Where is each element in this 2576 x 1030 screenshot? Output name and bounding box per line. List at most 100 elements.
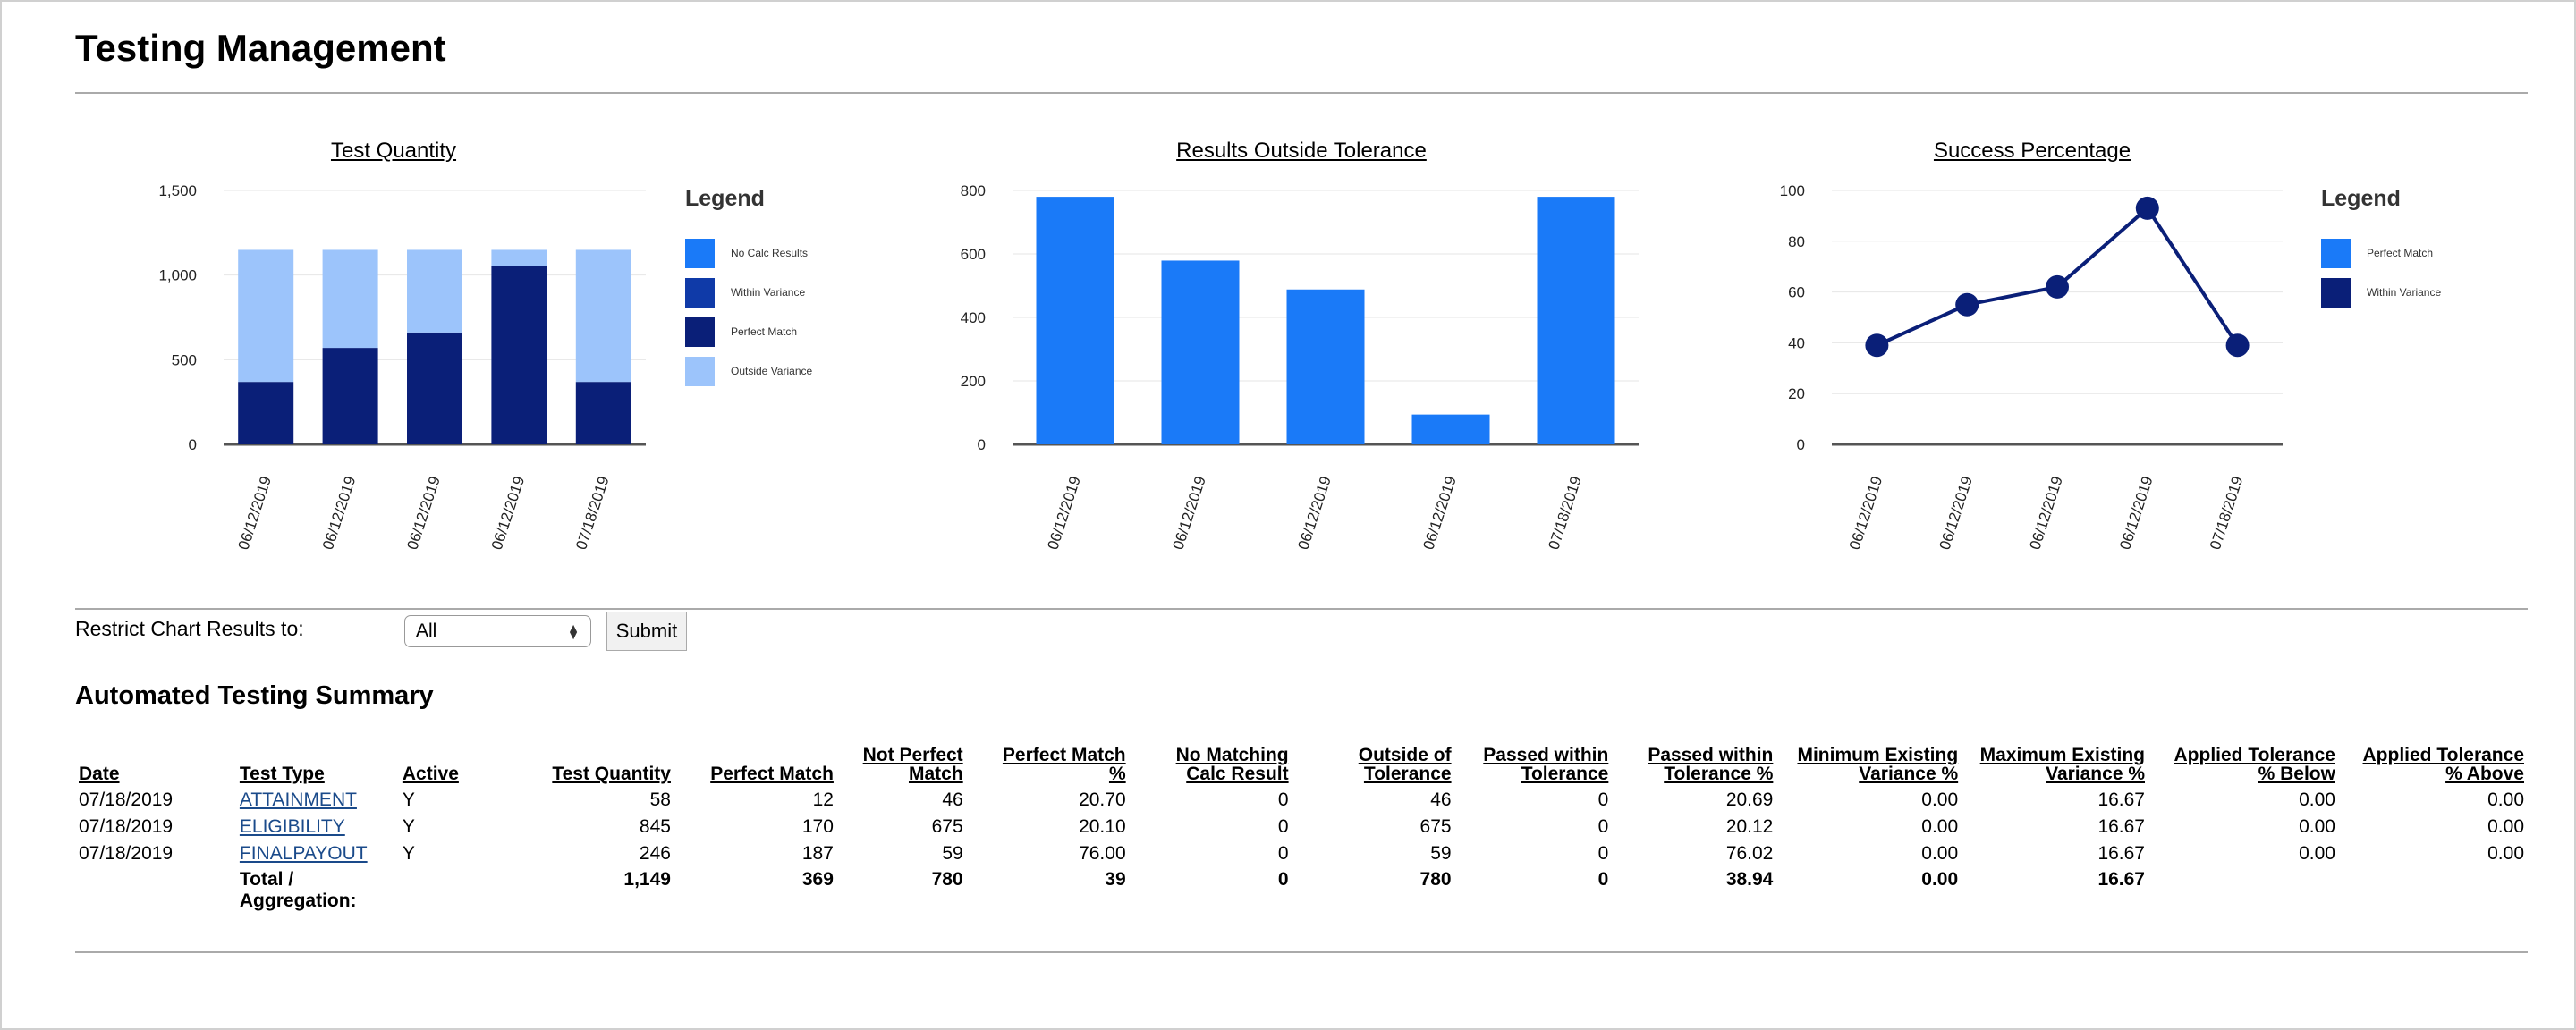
column-header-label: Tolerance [1363,764,1452,784]
legend-swatch [2321,238,2351,268]
legend-success-percentage: Legend Perfect Match Within Variance [2321,186,2441,312]
active-cell: Y [402,789,415,810]
x-tick-label: 06/12/2019 [1044,474,1083,552]
legend-label: Perfect Match [2367,247,2434,259]
column-header: Minimum Existing Variance % [1776,746,1962,787]
x-tick-label: 06/12/2019 [1419,474,1459,552]
column-header-label: Perfect Match [710,764,834,784]
column-header-label: % Below [2258,764,2335,784]
value-cell: 0.00 [1921,843,1959,864]
x-tick-label: 06/12/2019 [2116,474,2156,552]
total-value-cell: 16.67 [2097,869,2145,890]
legend-item-within-variance: Within Variance [685,273,812,312]
column-header-label: Passed within [1648,745,1774,765]
value-cell: 845 [639,816,671,837]
summary-title: Automated Testing Summary [75,681,434,710]
value-cell: 76.02 [1725,843,1774,864]
column-header: Test Quantity [519,746,674,787]
value-cell: 0 [1277,843,1289,864]
active-cell: Y [402,843,415,864]
date-cell: 07/18/2019 [79,816,174,837]
column-header-label: Variance % [2046,764,2145,784]
bar-segment [238,249,294,383]
legend-item-within-variance: Within Variance [2321,273,2441,312]
bar-segment [322,348,378,444]
x-tick-label: 06/12/2019 [2026,474,2065,552]
total-value-cell: 1,149 [623,869,671,890]
column-header: Not Perfect Match [837,746,967,787]
test-type-link[interactable]: ELIGIBILITY [239,816,345,837]
legend-test-quantity: Legend No Calc Results Within Variance P… [685,186,812,391]
value-cell: 0.00 [1921,789,1959,810]
test-type-link[interactable]: ATTAINMENT [239,789,357,810]
value-cell: 16.67 [2097,816,2145,837]
value-cell: 12 [812,789,834,810]
y-tick-label: 800 [961,182,986,199]
table-row: 07/18/2019 FINALPAYOUT Y 246 187 59 76.00 0 59 0 7… [75,840,2528,867]
x-tick-label: 06/12/2019 [1169,474,1208,552]
value-cell: 59 [942,843,963,864]
column-header: No Matching Calc Result [1130,746,1292,787]
legend-item-outside-variance: Outside Variance [685,351,812,391]
title-divider [75,92,2528,94]
column-header: Active [399,746,519,787]
legend-swatch [685,277,715,308]
legend-item-perfect-match: Perfect Match [2321,233,2441,273]
select-value: All [416,621,437,641]
bar-segment [491,266,547,444]
legend-title: Legend [2321,186,2401,211]
test-type-link[interactable]: FINALPAYOUT [239,843,368,864]
table-row: 07/18/2019 ATTAINMENT Y 58 12 46 20.70 0 46 0 20.6… [75,787,2528,814]
test-type-cell: FINALPAYOUT [236,840,399,867]
data-point [2135,196,2159,220]
legend-swatch [2321,277,2351,308]
y-tick-label: 0 [189,436,197,453]
legend-swatch [685,317,715,347]
column-header-label: Variance % [1859,764,1959,784]
value-cell: 0.00 [2299,843,2335,864]
y-tick-label: 400 [961,309,986,326]
date-cell: 07/18/2019 [79,789,174,810]
bar-segment [491,249,547,266]
value-cell: 58 [649,789,671,810]
legend-label: Within Variance [2367,286,2442,299]
value-cell: 0.00 [2299,789,2335,810]
bar-segment [407,332,462,444]
bar-segment [238,382,294,444]
value-cell: 20.12 [1725,816,1774,837]
legend-label: Perfect Match [731,325,798,338]
total-label-line: Aggregation: [239,891,357,911]
total-value-cell: 0.00 [1921,869,1959,890]
legend-item-no-calc-results: No Calc Results [685,233,812,273]
x-tick-label: 06/12/2019 [1846,474,1885,552]
value-cell: 0.00 [2487,843,2524,864]
bar [1161,260,1240,444]
column-header-label: Outside of [1358,745,1452,765]
column-header: Passed within Tolerance % [1612,746,1776,787]
x-tick-label: 06/12/2019 [1936,474,1976,552]
x-tick-label: 07/18/2019 [1545,474,1584,552]
column-header-label: % [1108,764,1126,784]
restrict-chart-select[interactable]: All ▲ ▼ [404,615,591,647]
submit-button[interactable]: Submit [606,612,687,651]
legend-swatch [685,356,715,386]
total-row: Total / Aggregation: 1,149 369 780 39 0 780 0 38.… [75,867,2528,914]
x-tick-label: 06/12/2019 [488,474,528,552]
summary-table: Date Test Type Active Test Quantity Perfect … [75,746,2528,914]
column-header: Applied Tolerance% Below [2148,746,2339,787]
column-header: Test Type [236,746,399,787]
total-value-cell: 39 [1105,869,1126,890]
value-cell: 16.67 [2097,843,2145,864]
column-header: Perfect Match [674,746,837,787]
chart-title-success-percentage: Success Percentage [1933,139,2131,163]
total-value-cell [2148,867,2339,914]
value-cell: 170 [801,816,834,837]
bar-segment [575,249,631,383]
column-header-label: Maximum Existing [1979,745,2145,765]
select-arrows-icon: ▲ ▼ [567,621,580,642]
empty-cell [75,867,236,914]
value-cell: 0 [1597,816,1609,837]
column-header-label: Tolerance [1521,764,1609,784]
test-type-cell: ELIGIBILITY [236,814,399,840]
value-cell: 20.69 [1725,789,1774,810]
